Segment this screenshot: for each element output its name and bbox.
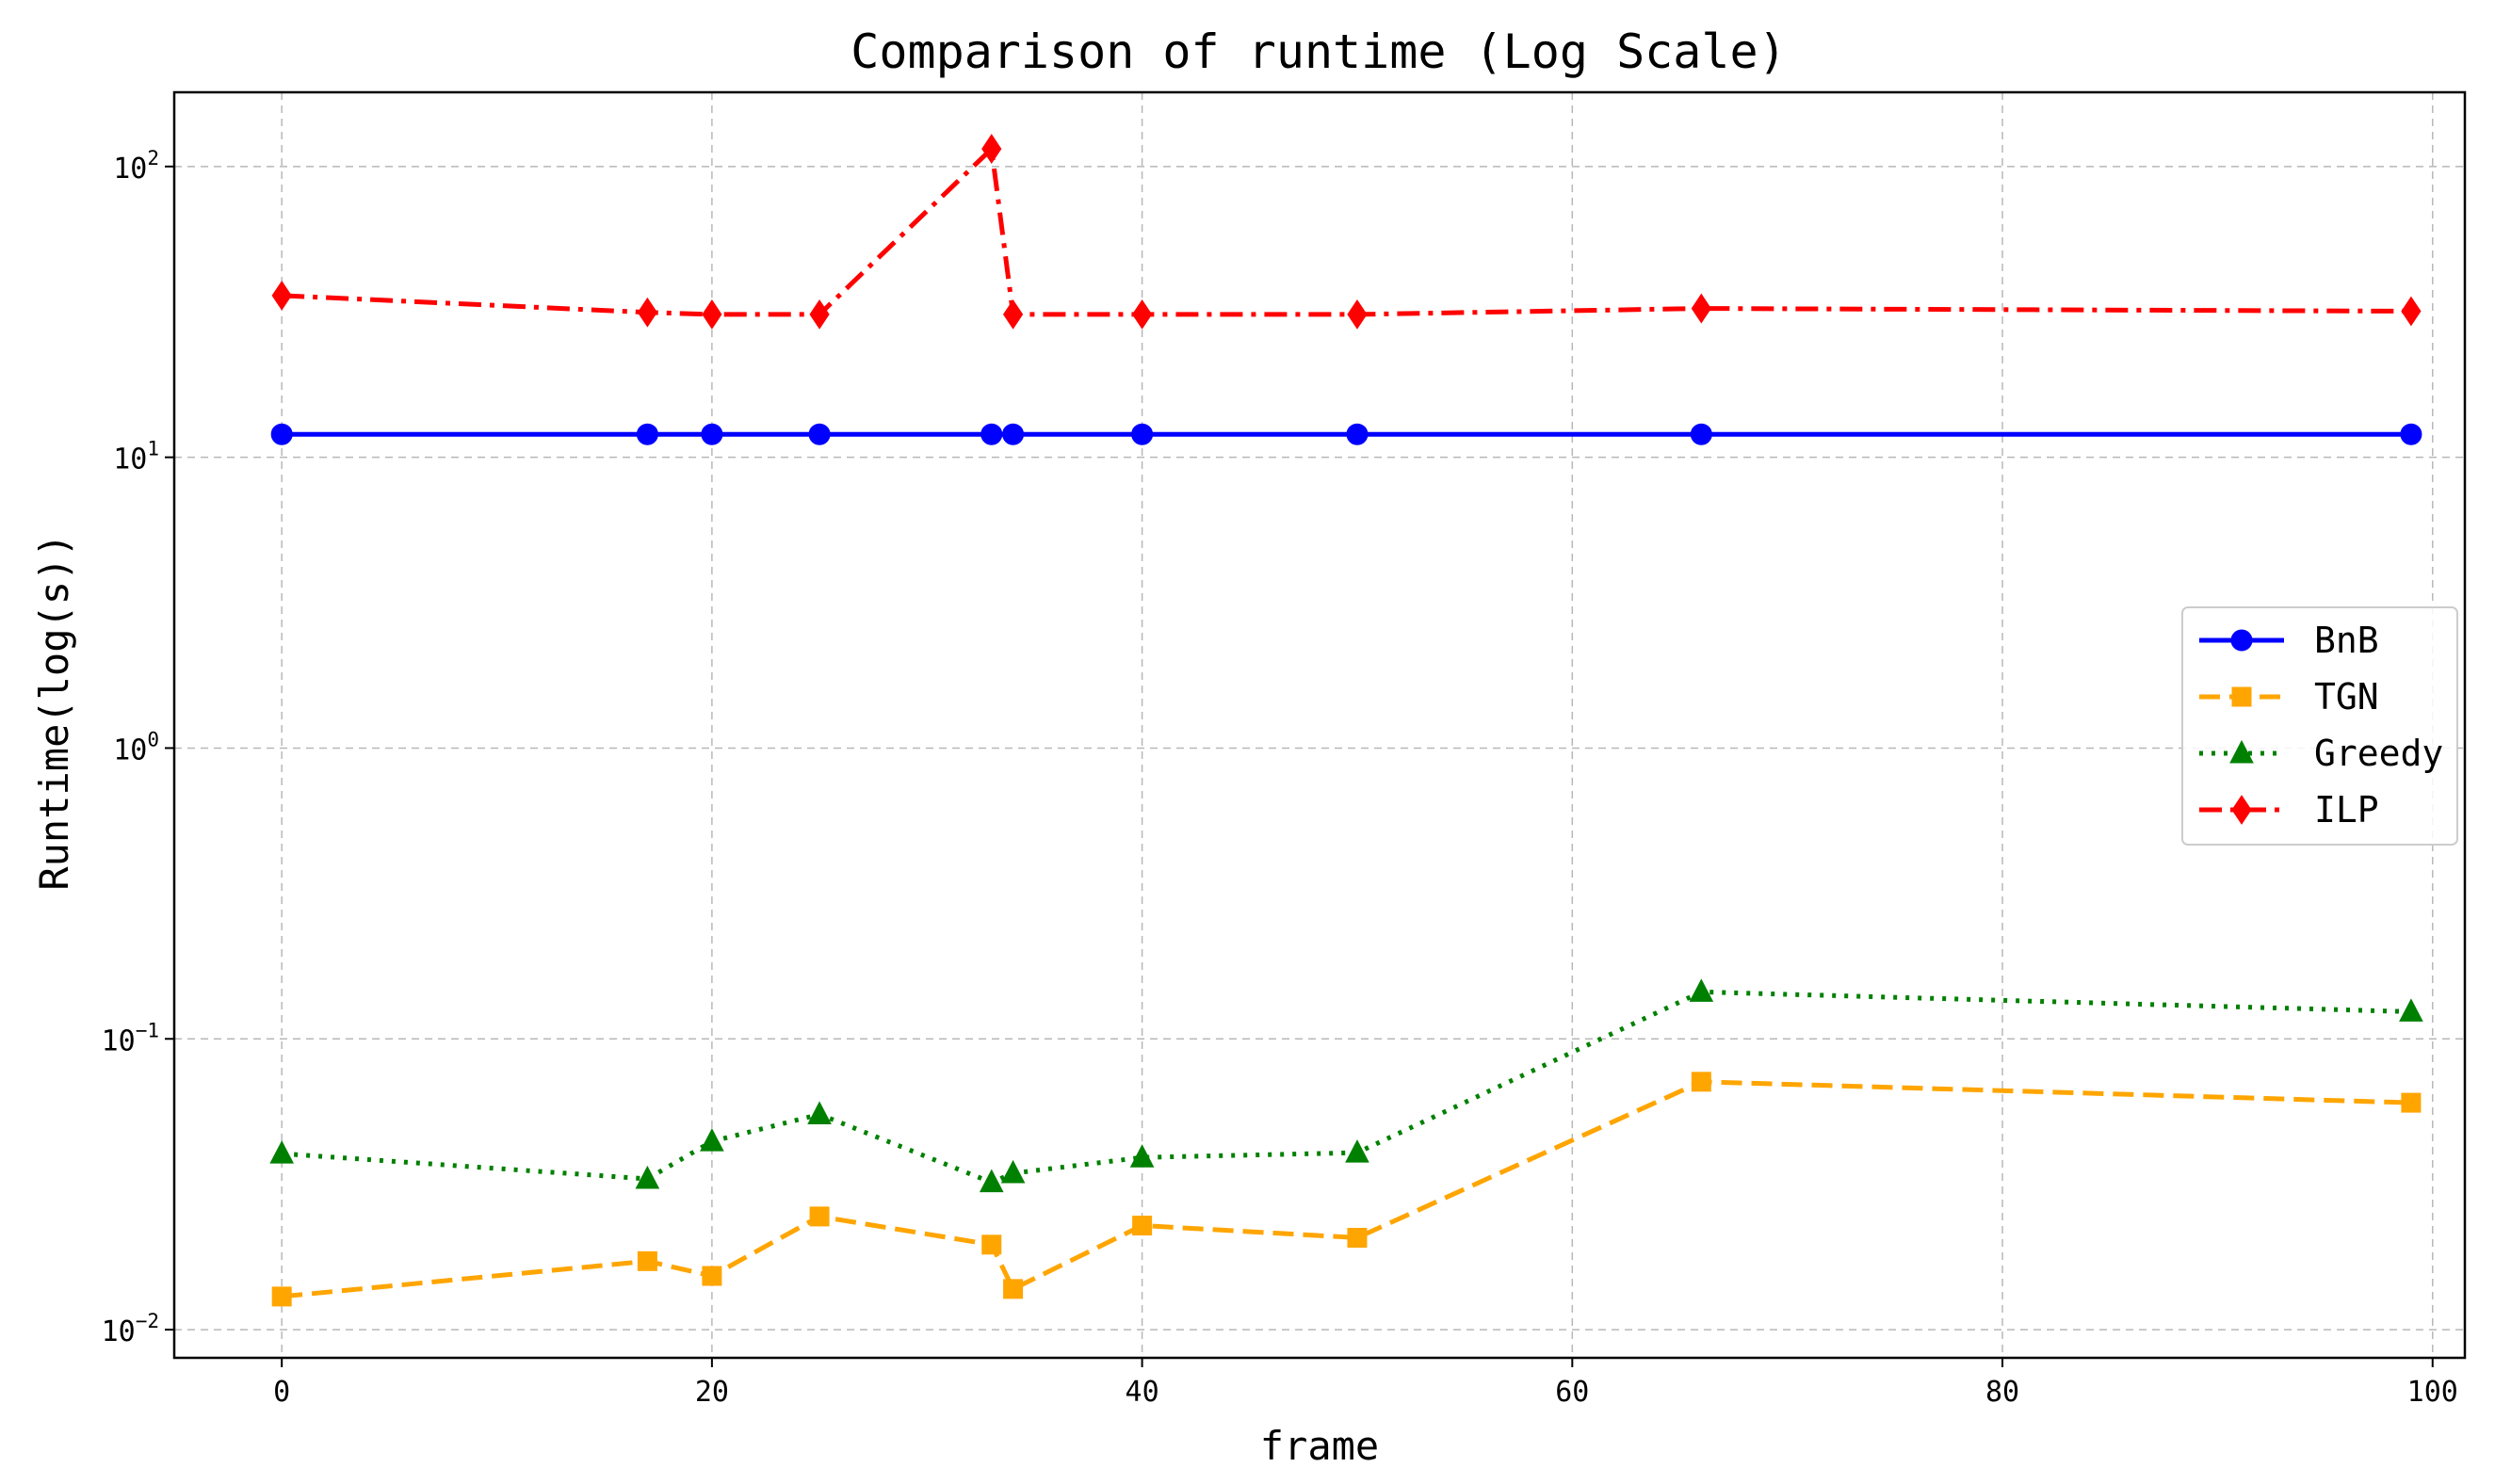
x-tick-label: 60 — [1555, 1376, 1589, 1409]
data-point-greedy — [2399, 998, 2423, 1022]
x-tick-label: 80 — [1985, 1376, 2019, 1409]
data-point-bnb — [636, 423, 658, 445]
series-bnb — [270, 423, 2422, 445]
legend-marker-ilp — [2231, 795, 2252, 825]
x-axis-label: frame — [1260, 1423, 1379, 1469]
data-point-ilp — [637, 297, 657, 328]
data-point-greedy — [269, 1140, 295, 1164]
legend-marker-greedy — [2229, 739, 2254, 764]
legend-marker-bnb — [2230, 629, 2253, 652]
data-point-tgn — [809, 1206, 830, 1227]
y-tick-label: 100 — [113, 728, 159, 766]
data-point-tgn — [1132, 1216, 1153, 1236]
data-point-tgn — [1691, 1072, 1711, 1092]
x-tick-label: 40 — [1126, 1376, 1159, 1409]
plot-frame — [172, 90, 2467, 1360]
data-point-tgn — [1347, 1227, 1368, 1248]
legend-item-bnb: BnB — [2199, 620, 2379, 661]
data-point-greedy — [700, 1128, 724, 1152]
x-tick-label: 20 — [695, 1376, 729, 1409]
data-point-bnb — [980, 423, 1003, 445]
data-point-bnb — [1346, 423, 1369, 445]
data-point-ilp — [1347, 299, 1368, 330]
series-line-greedy — [282, 989, 2411, 1186]
series-ilp — [271, 134, 2422, 330]
data-point-tgn — [981, 1234, 1002, 1255]
data-point-greedy — [1129, 1144, 1155, 1168]
data-point-tgn — [1003, 1279, 1024, 1299]
data-point-ilp — [809, 299, 830, 330]
legend-item-ilp: ILP — [2199, 789, 2379, 831]
y-tick-label: 10−2 — [102, 1310, 159, 1348]
data-point-tgn — [702, 1266, 722, 1286]
data-point-ilp — [702, 299, 722, 330]
data-point-greedy — [979, 1169, 1004, 1193]
data-point-bnb — [1690, 423, 1712, 445]
data-point-greedy — [635, 1165, 660, 1189]
legend-frame — [2181, 606, 2458, 846]
data-point-bnb — [270, 423, 293, 445]
legend-label-tgn: TGN — [2314, 676, 2379, 718]
y-axis: 10−2 10−1 100 101 102 — [102, 147, 174, 1348]
legend-label-bnb: BnB — [2314, 620, 2379, 661]
data-point-ilp — [1691, 293, 1711, 324]
data-point-greedy — [1000, 1159, 1026, 1184]
data-point-ilp — [1132, 299, 1153, 330]
series-greedy — [269, 978, 2423, 1193]
data-point-ilp — [2401, 296, 2422, 327]
data-point-tgn — [2401, 1092, 2422, 1113]
legend-marker-tgn — [2231, 686, 2252, 707]
data-point-bnb — [1002, 423, 1025, 445]
data-point-ilp — [981, 134, 1002, 164]
data-point-ilp — [1002, 299, 1024, 330]
grid — [174, 92, 2465, 1358]
y-tick-label: 101 — [113, 438, 159, 476]
legend-label-ilp: ILP — [2314, 789, 2379, 831]
data-point-greedy — [1689, 978, 1714, 1002]
data-point-tgn — [637, 1250, 657, 1271]
x-tick-label: 100 — [2407, 1376, 2458, 1409]
series-line-tgn — [281, 1079, 2411, 1299]
data-point-ilp — [271, 280, 292, 311]
x-tick-label: 0 — [273, 1376, 290, 1409]
data-point-bnb — [808, 423, 831, 445]
series-line-ilp — [282, 146, 2411, 317]
legend-item-tgn: TGN — [2199, 676, 2379, 718]
y-axis-label: Runtime(log(s)) — [31, 533, 77, 890]
series-layer — [269, 134, 2423, 1307]
data-point-greedy — [807, 1101, 832, 1124]
series-tgn — [271, 1072, 2422, 1307]
x-axis: 0 20 40 60 80 100 — [273, 1358, 2458, 1409]
legend-label-greedy: Greedy — [2314, 733, 2443, 774]
data-point-greedy — [1345, 1139, 1369, 1163]
y-tick-label: 102 — [113, 147, 159, 186]
data-point-bnb — [2400, 423, 2422, 445]
legend-item-greedy: Greedy — [2199, 733, 2443, 774]
legend: BnB TGN Greedy ILP — [2181, 606, 2458, 846]
data-point-tgn — [271, 1286, 292, 1307]
chart-title: Comparison of runtime (Log Scale) — [851, 24, 1786, 79]
y-tick-label: 10−1 — [102, 1019, 159, 1057]
data-point-bnb — [1131, 423, 1154, 445]
data-point-bnb — [701, 423, 723, 445]
